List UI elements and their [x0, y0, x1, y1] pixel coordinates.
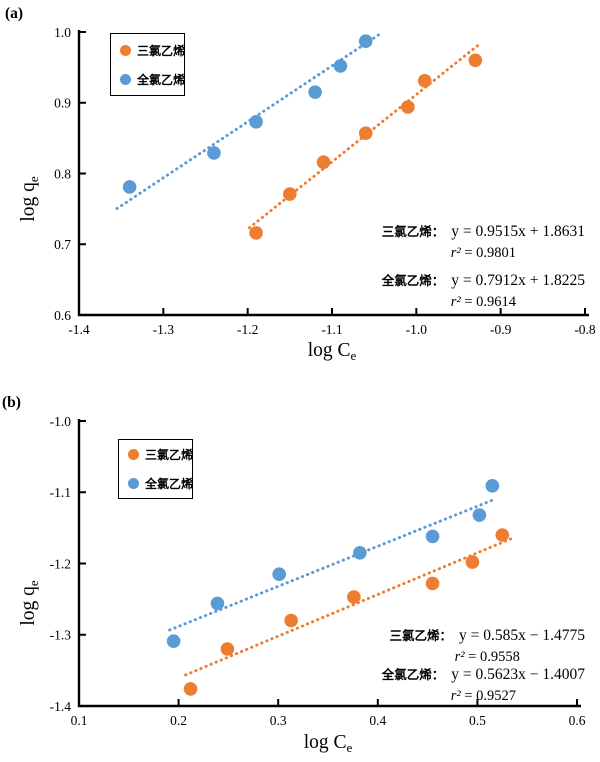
svg-text:-0.8: -0.8	[574, 322, 596, 337]
panel-a-legend: 三氯乙烯 全氯乙烯	[110, 33, 185, 96]
legend-label: 全氯乙烯	[145, 477, 194, 491]
svg-text:0.2: 0.2	[170, 713, 187, 728]
svg-text:-0.9: -0.9	[490, 322, 512, 337]
svg-text:0.3: 0.3	[270, 713, 287, 728]
svg-text:0.4: 0.4	[369, 713, 386, 728]
svg-text:1.0: 1.0	[54, 25, 71, 40]
svg-text:0.8: 0.8	[54, 166, 71, 181]
chart-b-plot-area: 0.1 0.2 0.3 0.4 0.5 0.6 -1.0 -1.1 -1.2 -1.3 -1.4	[50, 414, 586, 728]
svg-text:0.6: 0.6	[569, 713, 586, 728]
panel-a-y-axis-title: log qe	[18, 176, 41, 222]
r-squared-value: r² = 0.9527	[450, 688, 517, 704]
legend-item-perchloroethylene: 全氯乙烯	[128, 475, 194, 492]
legend-item-trichloroethylene: 三氯乙烯	[120, 42, 186, 59]
regression-annotation-perchloroethylene: 全氯乙烯： y = 0.5623x − 1.4007 r² = 0.9527	[382, 665, 585, 705]
panel-b-legend: 三氯乙烯 全氯乙烯	[118, 439, 193, 499]
svg-text:-1.2: -1.2	[50, 556, 71, 571]
legend-item-perchloroethylene: 全氯乙烯	[120, 71, 186, 88]
chart-a-plot-area: -1.4 -1.3 -1.2 -1.1 -1.0 -0.9 -0.8 1.0 0.9 0.8 0.7…	[54, 25, 596, 337]
panel-b-x-axis-title: log Ce	[303, 732, 353, 755]
annotation-series-name: 全氯乙烯：	[381, 668, 445, 682]
svg-text:-1.1: -1.1	[50, 485, 71, 500]
svg-text:0.9: 0.9	[54, 96, 71, 111]
series-marker-icon	[128, 478, 139, 489]
regression-annotation-trichloroethylene: 三氯乙烯： y = 0.9515x + 1.8631 r² = 0.9801	[382, 222, 585, 262]
regression-annotation-trichloroethylene: 三氯乙烯： y = 0.585x − 1.4775 r² = 0.9558	[390, 626, 586, 666]
regression-equation: y = 0.585x − 1.4775	[459, 627, 585, 644]
panel-b: 0.1 0.2 0.3 0.4 0.5 0.6 -1.0 -1.1 -1.2 -1.3 -1.4 (…	[0, 382, 600, 762]
svg-text:-1.4: -1.4	[68, 322, 90, 337]
svg-text:0.7: 0.7	[54, 237, 71, 252]
regression-equation: y = 0.5623x − 1.4007	[451, 666, 585, 683]
series-marker-icon	[120, 44, 131, 56]
svg-text:-1.0: -1.0	[406, 322, 428, 337]
svg-text:0.6: 0.6	[54, 308, 71, 323]
legend-item-trichloroethylene: 三氯乙烯	[128, 446, 194, 463]
r-squared-value: r² = 0.9801	[450, 245, 517, 261]
panel-a: -1.4 -1.3 -1.2 -1.1 -1.0 -0.9 -0.8 1.0 0.9 0.8 0.7…	[0, 0, 600, 380]
legend-label: 三氯乙烯	[145, 448, 194, 462]
r-squared-value: r² = 0.9614	[450, 294, 517, 310]
r-squared-value: r² = 0.9558	[454, 649, 520, 665]
svg-text:-1.3: -1.3	[50, 628, 72, 643]
svg-text:-1.3: -1.3	[153, 322, 175, 337]
legend-label: 三氯乙烯	[137, 43, 186, 58]
panel-a-x-axis-title: log Ce	[307, 340, 357, 363]
svg-text:-1.0: -1.0	[50, 414, 72, 429]
regression-equation: y = 0.7912x + 1.8225	[451, 272, 585, 289]
svg-text:-1.1: -1.1	[321, 322, 342, 337]
annotation-series-name: 三氯乙烯：	[381, 225, 445, 239]
regression-annotation-perchloroethylene: 全氯乙烯： y = 0.7912x + 1.8225 r² = 0.9614	[382, 271, 585, 311]
panel-a-label: (a)	[5, 5, 24, 22]
panel-b-label: (b)	[2, 394, 21, 411]
annotation-series-name: 全氯乙烯：	[381, 274, 445, 288]
svg-text:-1.2: -1.2	[237, 322, 258, 337]
panel-b-y-axis-title: log qe	[18, 580, 41, 626]
svg-text:0.1: 0.1	[71, 713, 88, 728]
series-marker-icon	[120, 73, 131, 85]
svg-text:-1.4: -1.4	[50, 699, 72, 714]
series-marker-icon	[128, 449, 139, 460]
regression-equation: y = 0.9515x + 1.8631	[451, 223, 585, 240]
svg-text:0.5: 0.5	[469, 713, 486, 728]
legend-label: 全氯乙烯	[137, 72, 186, 87]
annotation-series-name: 三氯乙烯：	[389, 629, 453, 643]
